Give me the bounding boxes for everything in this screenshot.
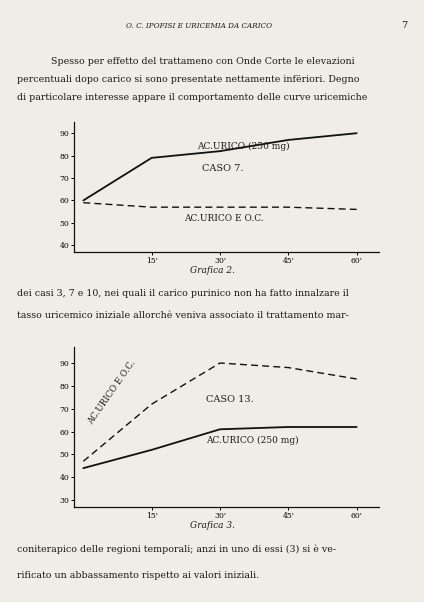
Text: AC.URICO (250 mg): AC.URICO (250 mg) (197, 142, 290, 151)
Text: 7: 7 (401, 21, 407, 30)
Text: O. C. IPOFISI E URICEMIA DA CARICO: O. C. IPOFISI E URICEMIA DA CARICO (126, 22, 272, 29)
Text: Grafica 3.: Grafica 3. (190, 521, 234, 530)
Text: AC.URICO (250 mg): AC.URICO (250 mg) (206, 436, 299, 445)
Text: CASO 13.: CASO 13. (206, 395, 254, 404)
Text: dei casi 3, 7 e 10, nei quali il carico purinico non ha fatto innalzare il: dei casi 3, 7 e 10, nei quali il carico … (17, 289, 349, 298)
Text: rificato un abbassamento rispetto ai valori iniziali.: rificato un abbassamento rispetto ai val… (17, 571, 259, 580)
Text: coniterapico delle regioni temporali; anzi in uno di essi (3) si è ve-: coniterapico delle regioni temporali; an… (17, 545, 336, 554)
Text: tasso uricemico iniziale allorchè veniva associato il trattamento mar-: tasso uricemico iniziale allorchè veniv… (17, 311, 349, 320)
Text: AC.URICO E O.C.: AC.URICO E O.C. (184, 214, 263, 223)
Text: CASO 7.: CASO 7. (202, 164, 243, 173)
Text: AC.URICO E O.C.: AC.URICO E O.C. (86, 358, 138, 426)
Text: Spesso per effetto del trattameno con Onde Corte le elevazioni: Spesso per effetto del trattameno con On… (51, 57, 354, 66)
Text: Grafica 2.: Grafica 2. (190, 266, 234, 275)
Text: di particolare interesse appare il comportamento delle curve uricemiche: di particolare interesse appare il compo… (17, 93, 367, 102)
Text: percentuali dopo carico si sono presentate nettamente infëriori. Degno: percentuali dopo carico si sono presenta… (17, 75, 360, 84)
